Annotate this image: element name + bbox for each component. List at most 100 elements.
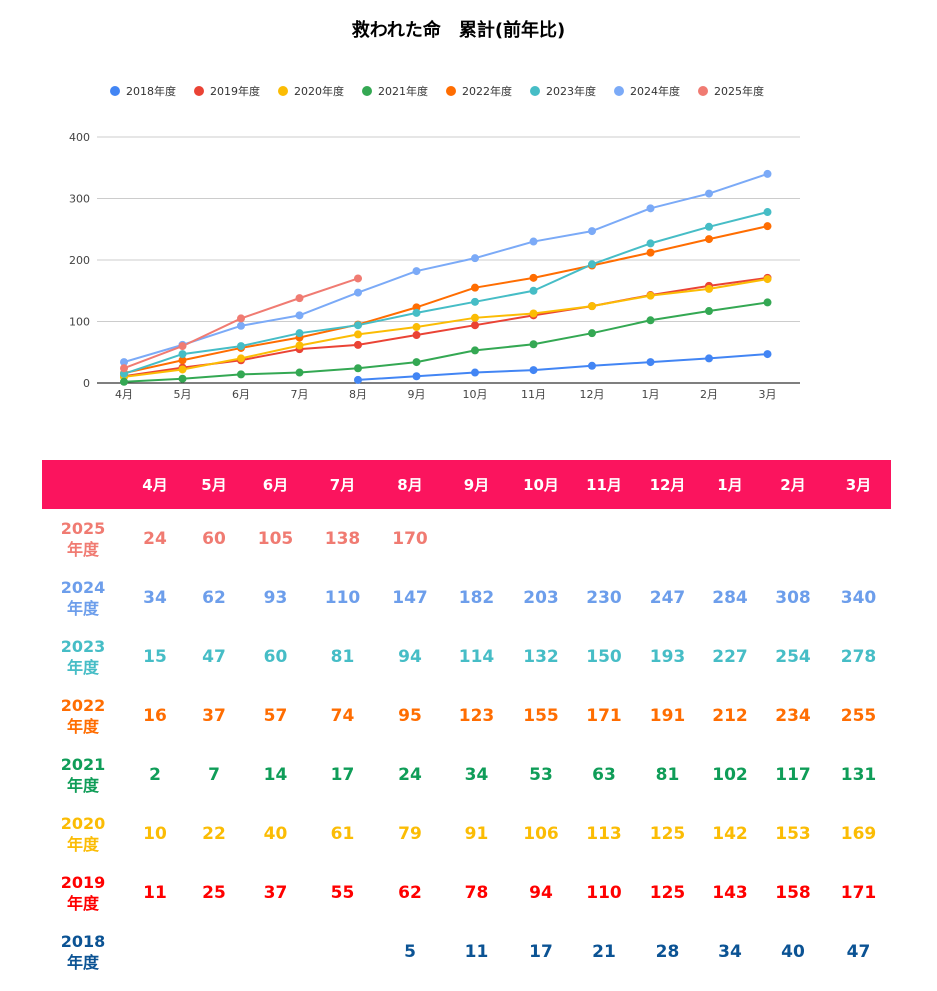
table-cell: 53 [529, 764, 553, 785]
table-cell: 212 [712, 705, 748, 726]
data-point [763, 275, 772, 284]
table-cell: 17 [330, 764, 355, 785]
data-point [178, 350, 187, 359]
table-cell: 55 [330, 882, 355, 903]
table-row: 2021 年度 2 7 14 17 24 34 53 63 81 102 117 131 [42, 745, 891, 804]
table-cell: 16 [143, 705, 167, 726]
data-point [120, 358, 128, 367]
header-month: 4月 [124, 460, 186, 509]
table-cell: 78 [464, 882, 489, 903]
data-point [412, 308, 421, 317]
table-cell: 11 [464, 941, 489, 962]
legend-item[interactable]: 2018年度 [110, 83, 176, 99]
row-year-label: 2020 年度 [42, 804, 124, 863]
chart-title: 救われた命 累計(前年比) [351, 20, 566, 41]
data-point [237, 314, 245, 323]
x-tick-label: 5月 [174, 388, 192, 401]
table-cell: 22 [202, 823, 226, 844]
table-cell: 91 [464, 823, 489, 844]
table-cell: 7 [208, 764, 220, 785]
table-cell: 153 [775, 823, 811, 844]
table-row: 2018 年度 5 11 17 21 28 34 40 47 [42, 922, 891, 981]
data-point [588, 260, 596, 269]
table-cell: 93 [263, 587, 288, 608]
series-lines [123, 172, 768, 383]
data-point [705, 284, 713, 293]
table-cell: 284 [712, 587, 748, 608]
data-point [471, 297, 479, 306]
table-cell: 125 [649, 823, 686, 844]
row-year-label: 2024 年度 [42, 568, 124, 627]
row-year: 2023 [60, 636, 106, 656]
legend-item[interactable]: 2025年度 [698, 83, 764, 99]
data-point [763, 222, 772, 231]
x-tick-label: 1月 [642, 388, 660, 401]
legend-label: 2022年度 [462, 85, 512, 98]
table-cell [573, 509, 635, 568]
header-month: 5月 [186, 460, 242, 509]
table-cell: 171 [840, 882, 877, 903]
data-point [237, 342, 245, 351]
table-cell [509, 509, 573, 568]
row-year-suffix: 年度 [66, 893, 99, 913]
data-point [588, 361, 596, 370]
legend-item[interactable]: 2024年度 [614, 83, 680, 99]
cumulative-data-table: 4月 5月 6月 7月 8月 9月 10月 11月 12月 1月 2月 3月 2025 年度 24 60 10… [42, 460, 891, 981]
row-year: 2018 [60, 931, 106, 951]
data-point [646, 204, 655, 213]
data-point [354, 330, 362, 339]
row-year: 2019 [60, 872, 106, 892]
table-row: 2022 年度 16 37 57 74 95 123 155 171 191 212 234 255 [42, 686, 891, 745]
table-cell: 308 [775, 587, 811, 608]
table-cell: 113 [586, 823, 622, 844]
x-axis-tick-labels: 4月 5月 6月 7月 8月 9月 10月 11月 12月 1月 2月 3月 [115, 388, 777, 401]
y-tick-label: 300 [69, 193, 90, 206]
row-year: 2020 [60, 813, 106, 833]
table-cell: 21 [592, 941, 616, 962]
table-cell: 340 [840, 587, 877, 608]
legend-item[interactable]: 2019年度 [194, 83, 260, 99]
data-point [237, 321, 245, 330]
legend-label: 2018年度 [126, 85, 176, 98]
legend-item[interactable]: 2020年度 [278, 83, 344, 99]
table-cell: 25 [202, 882, 226, 903]
data-point [529, 273, 538, 282]
data-point [763, 169, 772, 178]
series-line-2018年度 [357, 353, 768, 381]
data-point [354, 321, 362, 330]
header-month: 7月 [309, 460, 376, 509]
table-cell: 117 [775, 764, 811, 785]
row-year-label: 2022 年度 [42, 686, 124, 745]
table-cell: 40 [263, 823, 288, 844]
data-point [295, 341, 304, 350]
row-year-suffix: 年度 [66, 834, 99, 854]
row-year-suffix: 年度 [66, 657, 99, 677]
line-chart: 0 100 200 300 400 4月 5月 6月 7月 8月 9月 10月 11月 12月 1月 2月 3… [69, 131, 800, 401]
table-cell: 123 [458, 705, 495, 726]
x-tick-label: 11月 [521, 388, 546, 401]
data-point [529, 366, 538, 375]
legend-item[interactable]: 2023年度 [530, 83, 596, 99]
table-cell: 61 [330, 823, 355, 844]
table-cell: 143 [712, 882, 748, 903]
x-tick-label: 9月 [408, 388, 426, 401]
table-cell: 57 [263, 705, 288, 726]
legend-item[interactable]: 2022年度 [446, 83, 512, 99]
table-row: 2025 年度 24 60 105 138 170 [42, 509, 891, 568]
table-cell [826, 509, 891, 568]
legend-item[interactable]: 2021年度 [362, 83, 428, 99]
data-point [120, 369, 128, 378]
table-cell: 40 [781, 941, 805, 962]
data-point [237, 354, 245, 363]
header-month: 9月 [444, 460, 509, 509]
table-cell: 37 [202, 705, 226, 726]
data-point [295, 329, 304, 338]
data-point [471, 368, 479, 377]
y-tick-label: 400 [69, 131, 90, 144]
header-corner [42, 460, 124, 509]
header-month: 2月 [760, 460, 826, 509]
table-cell [700, 509, 760, 568]
data-point [295, 311, 304, 320]
table-cell: 81 [330, 646, 355, 667]
legend-dot-icon [194, 86, 204, 96]
